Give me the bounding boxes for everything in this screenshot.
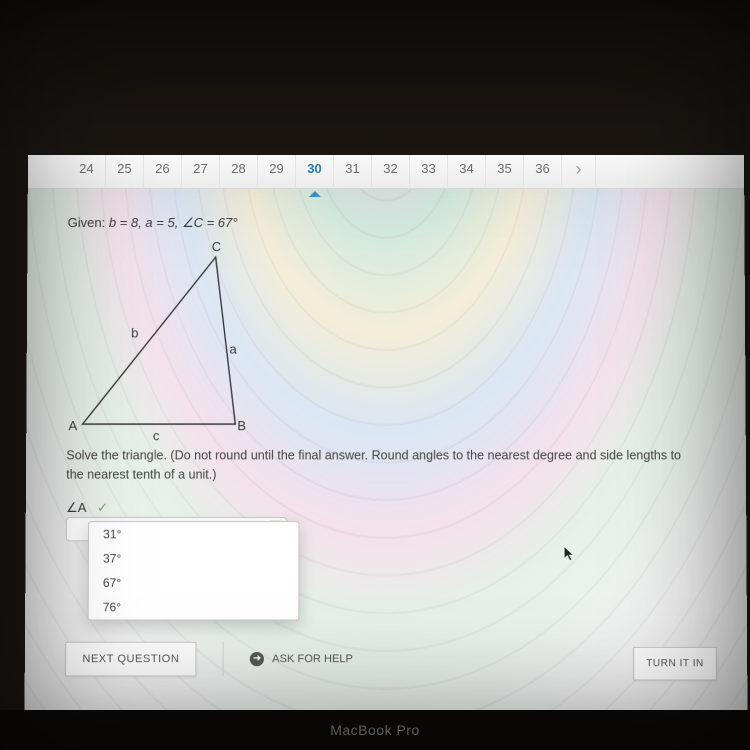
given-values: b = 8, a = 5, ∠C = 67° (109, 215, 238, 230)
given-prefix: Given: (68, 215, 109, 230)
nav-item[interactable]: 28 (220, 155, 258, 188)
question-prompt: Solve the triangle. (Do not round until … (66, 446, 690, 484)
dropdown-option[interactable]: 37° (89, 546, 299, 570)
nav-item[interactable]: 35 (486, 155, 524, 188)
side-a-label: a (229, 341, 236, 356)
dropdown-option[interactable]: 31° (89, 522, 298, 546)
triangle-figure: C A B b a c (74, 245, 315, 436)
nav-item[interactable]: 31 (334, 155, 372, 188)
next-question-button[interactable]: NEXT QUESTION (65, 642, 196, 677)
nav-item[interactable]: 33 (410, 155, 448, 188)
nav-item[interactable]: 24 (68, 155, 106, 188)
dropdown-option[interactable]: 76° (89, 595, 299, 619)
mouse-cursor-icon (563, 545, 575, 563)
nav-item[interactable]: 32 (372, 155, 410, 188)
turn-it-in-button[interactable]: TURN IT IN (633, 647, 717, 681)
nav-item[interactable]: 27 (182, 155, 220, 188)
ask-help-icon: ➜ (250, 652, 264, 666)
nav-item[interactable]: 36 (524, 155, 562, 188)
answer-block: ∠A ✓ ▲ ▼ 31° 37° 67° 76° (66, 498, 308, 541)
nav-item[interactable]: 26 (144, 155, 182, 188)
ask-help-label: ASK FOR HELP (272, 653, 353, 665)
footer-row: NEXT QUESTION ➜ ASK FOR HELP (65, 642, 717, 677)
nav-item[interactable]: 29 (258, 155, 296, 188)
vertex-a-label: A (68, 418, 77, 433)
nav-item[interactable]: 25 (106, 155, 144, 188)
triangle-svg (74, 245, 315, 436)
question-content: Given: b = 8, a = 5, ∠C = 67° C A B b a … (65, 215, 717, 695)
vertex-c-label: C (212, 239, 221, 254)
triangle-shape (83, 257, 236, 424)
divider (223, 642, 224, 677)
vertex-b-label: B (237, 418, 246, 433)
ambient-top (0, 0, 750, 155)
given-text: Given: b = 8, a = 5, ∠C = 67° (68, 215, 715, 231)
dropdown-option[interactable]: 67° (89, 570, 299, 594)
nav-next-button[interactable]: › (562, 155, 596, 188)
side-c-label: c (153, 428, 160, 443)
nav-item-current[interactable]: 30 (296, 155, 334, 188)
question-nav: 24 25 26 27 28 29 30 31 32 33 34 35 36 › (28, 155, 744, 189)
ask-for-help-button[interactable]: ➜ ASK FOR HELP (250, 652, 353, 666)
side-b-label: b (131, 325, 138, 340)
laptop-bezel-label: MacBook Pro (0, 710, 750, 750)
check-icon: ✓ (97, 499, 108, 514)
laptop-screen: 24 25 26 27 28 29 30 31 32 33 34 35 36 ›… (24, 155, 747, 715)
angle-a-dropdown: 31° 37° 67° 76° (88, 521, 300, 620)
answer-angle-label: ∠A (66, 499, 87, 515)
nav-item[interactable]: 34 (448, 155, 486, 188)
